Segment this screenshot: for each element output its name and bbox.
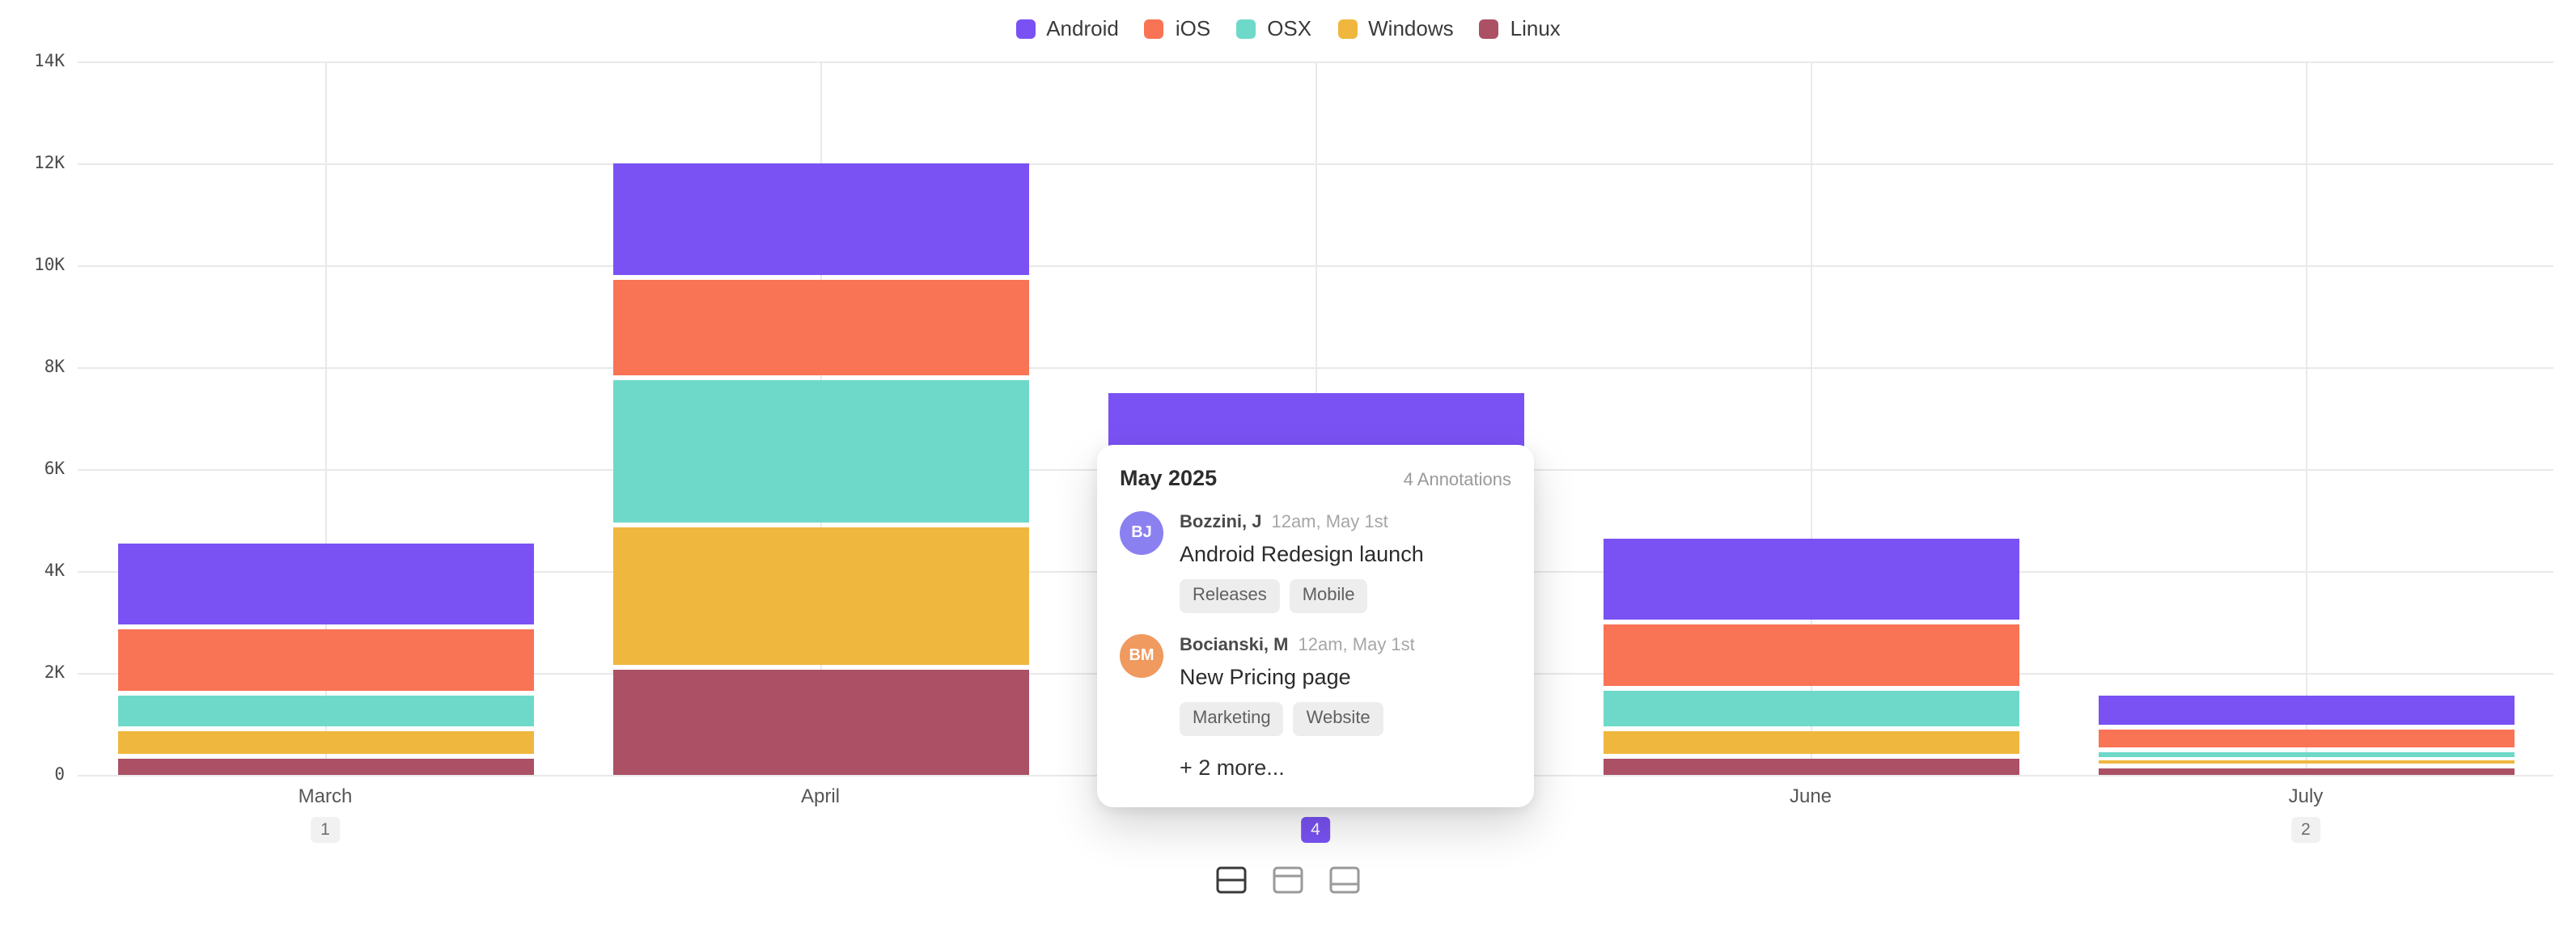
legend-item-android[interactable]: Android xyxy=(1015,16,1119,40)
x-axis-label-june: June xyxy=(1789,785,1832,807)
annotation-time: 12am, May 1st xyxy=(1271,513,1388,532)
annotation-text: Android Redesign launch xyxy=(1180,542,1424,566)
bar-segment-android[interactable] xyxy=(2098,696,2514,726)
bar-segment-windows[interactable] xyxy=(1603,730,2019,754)
layout-footer-icon xyxy=(1325,861,1364,899)
bar-segment-ios[interactable] xyxy=(612,280,1028,375)
bar-july[interactable] xyxy=(2098,61,2514,775)
legend-item-osx[interactable]: OSX xyxy=(1236,16,1312,40)
legend-item-windows[interactable]: Windows xyxy=(1337,16,1454,40)
annotation-tag[interactable]: Releases xyxy=(1180,579,1280,613)
bar-march[interactable] xyxy=(117,61,533,775)
legend-item-linux[interactable]: Linux xyxy=(1479,16,1561,40)
annotation-popup-header: May 2025 4 Annotations xyxy=(1120,466,1511,490)
annotation-tag[interactable]: Mobile xyxy=(1289,579,1368,613)
legend-item-ios[interactable]: iOS xyxy=(1144,16,1211,40)
x-axis-label-april: April xyxy=(800,785,840,807)
bar-segment-ios[interactable] xyxy=(2098,730,2514,747)
legend-swatch xyxy=(1337,19,1358,39)
bar-segment-ios[interactable] xyxy=(1603,624,2019,687)
annotation-list: BJ Bozzini, J 12am, May 1st Android Redesig… xyxy=(1120,511,1511,736)
y-axis-tick-label: 12K xyxy=(34,154,65,173)
bar-segment-linux[interactable] xyxy=(1603,758,2019,775)
y-axis-tick-label: 6K xyxy=(44,459,65,479)
bar-segment-osx[interactable] xyxy=(2098,752,2514,758)
x-axis-label-march: March xyxy=(298,785,353,807)
bar-segment-windows[interactable] xyxy=(612,527,1028,666)
legend-label: OSX xyxy=(1267,16,1312,40)
y-axis-tick-label: 8K xyxy=(44,358,65,377)
annotation-body: Bocianski, M 12am, May 1st New Pricing pag… xyxy=(1180,634,1511,736)
x-axis-label-july: July xyxy=(2288,785,2324,807)
y-axis-tick-label: 4K xyxy=(44,561,65,581)
more-annotations-link[interactable]: + 2 more... xyxy=(1180,755,1285,780)
layout-header-icon xyxy=(1269,861,1307,899)
annotation-body: Bozzini, J 12am, May 1st Android Redesign … xyxy=(1180,511,1511,613)
bar-segment-android[interactable] xyxy=(1603,538,2019,620)
legend-label: iOS xyxy=(1175,16,1211,40)
bar-segment-windows[interactable] xyxy=(117,731,533,755)
annotation-entry: BJ Bozzini, J 12am, May 1st Android Redesig… xyxy=(1120,511,1511,613)
popup-title: May 2025 xyxy=(1120,466,1218,490)
bar-segment-osx[interactable] xyxy=(1603,691,2019,726)
y-axis-tick-label: 0 xyxy=(54,765,65,785)
y-axis-tick-label: 14K xyxy=(34,52,65,71)
annotation-tag[interactable]: Website xyxy=(1293,702,1383,736)
annotation-author: Bozzini, J xyxy=(1180,513,1262,532)
layout-footer-button[interactable] xyxy=(1324,859,1366,901)
annotation-head: Bozzini, J 12am, May 1st xyxy=(1180,511,1511,534)
annotation-entry: BM Bocianski, M 12am, May 1st New Pricing p… xyxy=(1120,634,1511,736)
annotation-text: New Pricing page xyxy=(1180,665,1351,689)
popup-annotation-count: 4 Annotations xyxy=(1403,471,1511,490)
legend-swatch xyxy=(1236,19,1256,39)
annotation-count-badge-may[interactable]: 4 xyxy=(1301,817,1330,843)
annotation-tag[interactable]: Marketing xyxy=(1180,702,1284,736)
legend-swatch xyxy=(1015,19,1036,39)
y-axis-tick-label: 10K xyxy=(34,256,65,275)
bar-segment-osx[interactable] xyxy=(117,696,533,727)
bar-segment-android[interactable] xyxy=(117,543,533,625)
bar-april[interactable] xyxy=(612,61,1028,775)
legend-label: Linux xyxy=(1510,16,1561,40)
layout-header-button[interactable] xyxy=(1267,859,1309,901)
legend-swatch xyxy=(1479,19,1499,39)
annotation-tags: Releases Mobile xyxy=(1180,579,1511,613)
annotation-tags: Marketing Website xyxy=(1180,702,1511,736)
bar-segment-windows[interactable] xyxy=(2098,760,2514,764)
legend-label: Windows xyxy=(1368,16,1454,40)
layout-split-button[interactable] xyxy=(1210,859,1252,901)
chart-legend: Android iOS OSX Windows Linux xyxy=(0,16,2576,40)
bar-june[interactable] xyxy=(1603,61,2019,775)
y-axis-tick-label: 2K xyxy=(44,663,65,683)
v-gridline xyxy=(2306,61,2307,775)
annotation-count-badge-july[interactable]: 2 xyxy=(2291,817,2320,843)
bar-segment-osx[interactable] xyxy=(612,379,1028,523)
bar-segment-android[interactable] xyxy=(612,163,1028,276)
v-gridline xyxy=(325,61,327,775)
legend-swatch xyxy=(1144,19,1164,39)
annotation-head: Bocianski, M 12am, May 1st xyxy=(1180,634,1511,657)
v-gridline xyxy=(1811,61,1812,775)
bar-segment-linux[interactable] xyxy=(612,670,1028,775)
annotation-popup: May 2025 4 Annotations BJ Bozzini, J 12am,… xyxy=(1097,445,1534,807)
annotation-count-badge-march[interactable]: 1 xyxy=(311,817,340,843)
bar-segment-linux[interactable] xyxy=(2098,768,2514,775)
layout-toolbar xyxy=(0,859,2576,901)
bar-segment-ios[interactable] xyxy=(117,629,533,692)
annotation-author: Bocianski, M xyxy=(1180,636,1289,655)
annotation-time: 12am, May 1st xyxy=(1298,636,1415,655)
legend-label: Android xyxy=(1046,16,1119,40)
avatar: BM xyxy=(1120,634,1163,678)
avatar: BJ xyxy=(1120,511,1163,555)
bar-segment-linux[interactable] xyxy=(117,759,533,775)
layout-split-icon xyxy=(1212,861,1251,899)
